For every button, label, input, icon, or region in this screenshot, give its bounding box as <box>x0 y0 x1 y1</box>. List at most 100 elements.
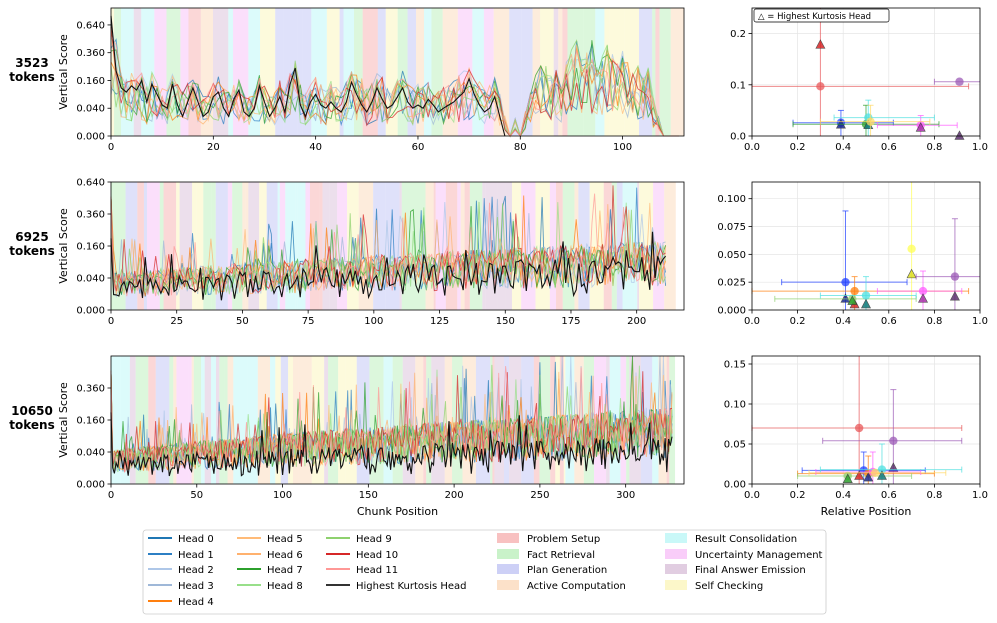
y-tick-label: 0.640 <box>76 20 105 31</box>
legend-box <box>142 529 827 615</box>
kurtosis-note-text: △ = Highest Kurtosis Head <box>758 12 871 22</box>
phase-band <box>137 182 144 310</box>
legend-swatch-phase <box>497 580 519 590</box>
legend-label-head: Head 11 <box>356 565 398 576</box>
phase-band <box>275 356 281 484</box>
phase-band <box>326 8 340 136</box>
phase-band <box>385 182 400 310</box>
x-tick-label: 1.0 <box>972 142 988 153</box>
phase-band <box>620 356 627 484</box>
phase-band <box>180 8 189 136</box>
kurtosis-triangle-marker <box>876 470 887 480</box>
mean-circle-marker <box>955 77 964 86</box>
x-tick-label: 200 <box>627 316 646 327</box>
phase-band <box>148 356 156 484</box>
x-tick-label: 100 <box>273 490 292 501</box>
row-label-tokens-word: tokens <box>9 418 54 432</box>
mean-circle-marker <box>841 277 850 287</box>
phase-band <box>401 182 411 310</box>
phase-band <box>305 182 310 310</box>
phase-band <box>219 356 225 484</box>
phase-band <box>347 182 359 310</box>
phase-band <box>445 182 458 310</box>
x-axis-label: Chunk Position <box>357 505 438 518</box>
phase-band <box>354 8 363 136</box>
legend-label-head: Head 0 <box>178 534 214 545</box>
y-tick-label: 0.000 <box>717 306 746 317</box>
line-panel-frame <box>110 7 685 137</box>
kurtosis-triangle-marker <box>861 298 871 309</box>
phase-band <box>343 8 355 136</box>
phase-band <box>192 182 197 310</box>
phase-band <box>227 356 234 484</box>
phase-band <box>385 8 398 136</box>
y-tick-label: 0.160 <box>76 242 105 253</box>
y-tick-label: 0.000 <box>76 132 105 143</box>
phase-band <box>338 356 346 484</box>
phase-band <box>247 356 258 484</box>
legend-swatch-phase <box>497 564 519 574</box>
legend-label-phase: Result Consolidation <box>695 534 797 545</box>
y-tick-label: 0.000 <box>76 306 105 317</box>
x-tick-label: 0.0 <box>744 316 760 327</box>
x-tick-label: 80 <box>514 142 527 153</box>
legend-label-head: Head 7 <box>267 565 303 576</box>
phase-band <box>431 8 443 136</box>
y-tick-label: 0.050 <box>717 250 746 261</box>
y-tick-label: 0.100 <box>717 194 746 205</box>
phase-band <box>297 8 303 136</box>
phase-band <box>457 182 461 310</box>
x-tick-label: 40 <box>309 142 322 153</box>
x-tick-label: 20 <box>207 142 220 153</box>
phase-band <box>377 8 386 136</box>
legend-label-head: Highest Kurtosis Head <box>356 581 467 592</box>
legend-label-head: Head 4 <box>178 597 214 608</box>
x-axis-label: Relative Position <box>821 505 912 518</box>
phase-band <box>245 182 249 310</box>
x-tick-label: 100 <box>364 316 383 327</box>
phase-band <box>460 182 465 310</box>
phase-band <box>204 356 212 484</box>
phase-band <box>154 8 167 136</box>
phase-band <box>423 356 427 484</box>
phase-band <box>664 182 676 310</box>
phase-band <box>129 356 136 484</box>
y-tick-label: 0.075 <box>717 222 746 233</box>
x-tick-label: 0.4 <box>835 316 851 327</box>
row-label-tokens-count: 10650 <box>11 404 53 418</box>
x-tick-label: 0.6 <box>881 142 897 153</box>
phase-band <box>435 182 446 310</box>
phase-band <box>452 356 463 484</box>
legend-label-head: Head 2 <box>178 565 214 576</box>
head-8-line <box>110 19 679 138</box>
x-tick-label: 175 <box>561 316 580 327</box>
y-tick-label: 0.05 <box>724 440 746 451</box>
legend-label-head: Head 10 <box>356 550 398 561</box>
legend-label-head: Head 8 <box>267 581 303 592</box>
legend-label-phase: Fact Retrieval <box>527 550 595 561</box>
y-tick-label: 0.040 <box>76 448 105 459</box>
phase-band <box>193 356 202 484</box>
phase-band <box>169 356 174 484</box>
y-tick-label: 0.160 <box>76 416 105 427</box>
phase-band <box>319 182 323 310</box>
y-tick-label: 0.0 <box>730 132 746 143</box>
x-tick-label: 0.8 <box>926 490 942 501</box>
phase-band <box>224 356 228 484</box>
head-11-line <box>110 35 679 137</box>
phase-band <box>639 8 653 136</box>
row-label-tokens-count: 6925 <box>15 230 48 244</box>
phase-band <box>433 182 436 310</box>
phase-band <box>558 8 563 136</box>
x-tick-label: 75 <box>302 316 315 327</box>
x-tick-label: 50 <box>190 490 203 501</box>
phase-band <box>562 182 575 310</box>
y-tick-label: 0.360 <box>76 48 105 59</box>
kurtosis-triangle-marker <box>840 293 851 303</box>
scatter-panel-frame <box>751 181 981 311</box>
scatter-panel-frame <box>751 355 981 485</box>
x-tick-label: 0.8 <box>926 316 942 327</box>
phase-band <box>176 182 180 310</box>
mean-circle-marker <box>850 286 859 296</box>
